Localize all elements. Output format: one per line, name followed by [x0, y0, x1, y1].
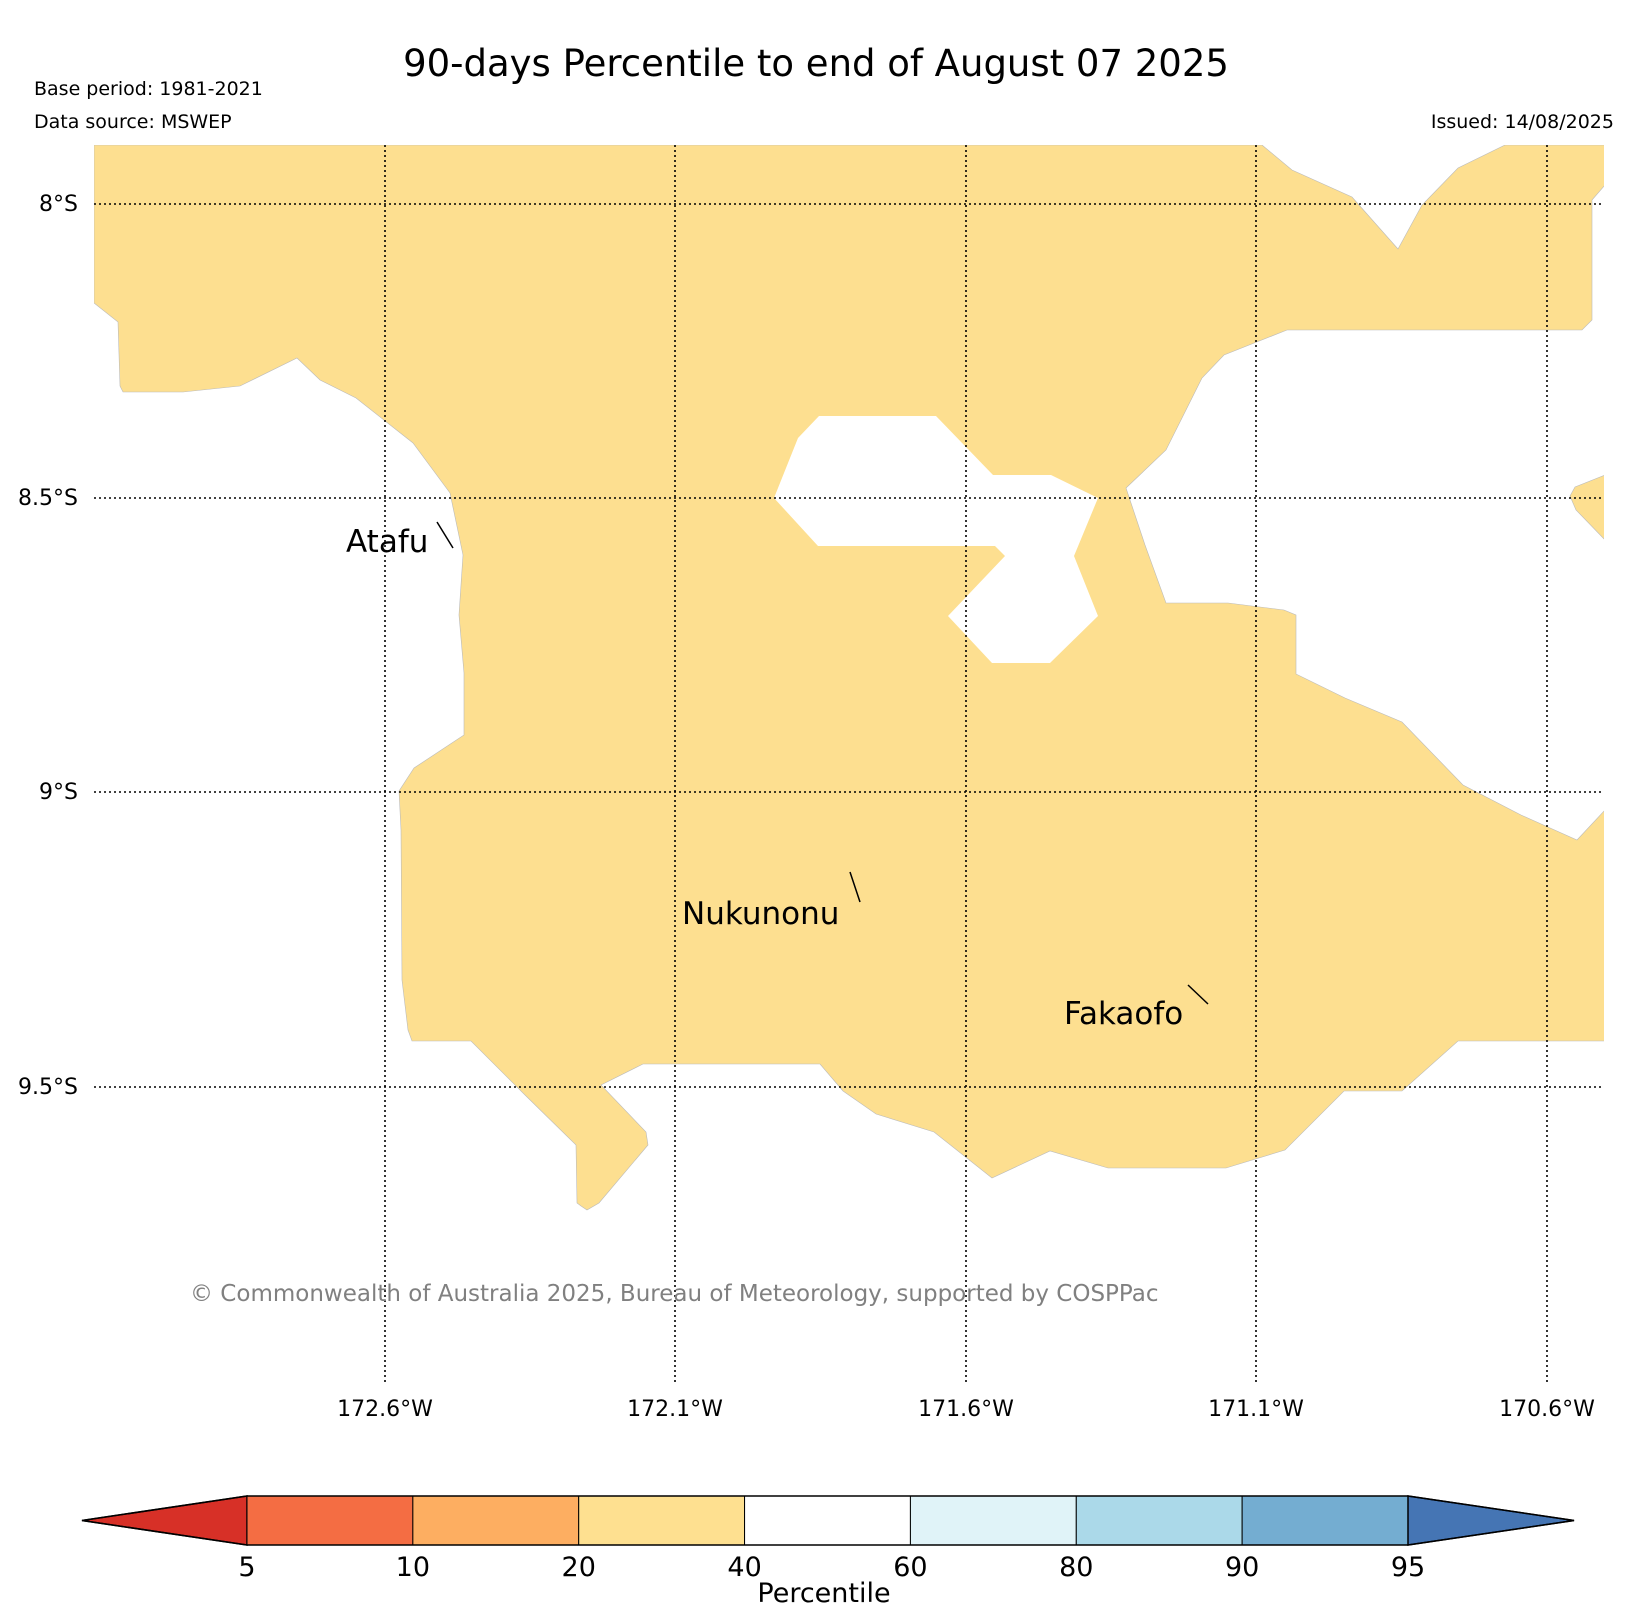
colorbar-swatch [744, 1495, 911, 1546]
colorbar-extend-low [81, 1495, 248, 1546]
lat-label: 8°S [39, 192, 78, 217]
colorbar-swatch [1075, 1495, 1243, 1546]
colorbar-swatch [1241, 1495, 1409, 1546]
island-marker-fakaofo [1187, 984, 1209, 1005]
colorbar-tick-label: 90 [1225, 1552, 1259, 1583]
graticule [94, 145, 1604, 1383]
lon-label: 172.6°W [337, 1397, 433, 1422]
map-title: 90-days Percentile to end of August 07 2… [403, 42, 1229, 85]
place-label-nukunonu: Nukunonu [682, 896, 839, 932]
region-20-40 [94, 145, 1604, 1211]
colorbar-outline [81, 1495, 1575, 1546]
data-source: Data source: MSWEP [34, 111, 232, 133]
island-marker-atafu [436, 521, 454, 549]
lon-label: 171.6°W [918, 1397, 1014, 1422]
lat-label: 9.5°S [18, 1075, 78, 1100]
lon-label: 172.1°W [627, 1397, 723, 1422]
colorbar-swatch [578, 1495, 746, 1546]
lat-label: 9°S [39, 780, 78, 805]
colorbar-tick-label: 80 [1059, 1552, 1093, 1583]
colorbar-tick-label: 40 [727, 1552, 761, 1583]
colorbar-tick-label: 5 [238, 1552, 255, 1583]
colorbar [81, 1495, 1575, 1546]
lon-label: 171.1°W [1208, 1397, 1304, 1422]
lon-label: 170.6°W [1499, 1397, 1595, 1422]
colorbar-tick-label: 95 [1391, 1552, 1425, 1583]
colorbar-tick-label: 60 [893, 1552, 927, 1583]
place-label-atafu: Atafu [346, 524, 428, 560]
place-label-fakaofo: Fakaofo [1064, 996, 1183, 1032]
copyright-notice: © Commonwealth of Australia 2025, Bureau… [190, 1281, 1159, 1307]
lat-label: 8.5°S [18, 486, 78, 511]
colorbar-extend-high [1407, 1495, 1575, 1546]
region-40-60-north [774, 416, 1098, 663]
base-period: Base period: 1981-2021 [34, 78, 263, 100]
colorbar-tick-label: 10 [396, 1552, 430, 1583]
percentile-shading [94, 145, 1604, 1211]
issued-date: Issued: 14/08/2025 [1430, 111, 1614, 133]
colorbar-label: Percentile [757, 1578, 890, 1609]
colorbar-tick-label: 20 [562, 1552, 596, 1583]
colorbar-swatch [246, 1495, 414, 1546]
island-marker-nukunonu [849, 871, 861, 903]
colorbar-swatch [412, 1495, 580, 1546]
colorbar-swatch [909, 1495, 1077, 1546]
